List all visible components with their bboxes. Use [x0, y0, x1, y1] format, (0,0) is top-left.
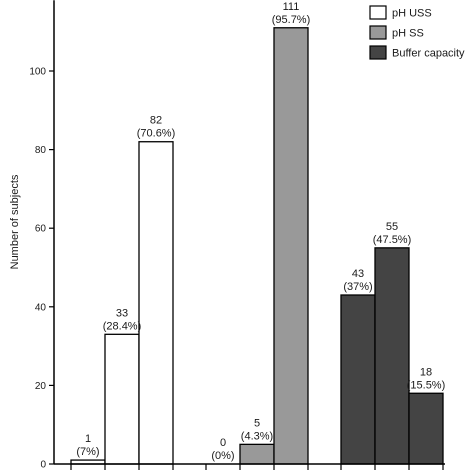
- data-label-percent: (37%): [343, 281, 372, 293]
- bar: [104, 333, 140, 465]
- data-label-count: 0: [220, 437, 226, 449]
- data-label-count: 18: [420, 366, 432, 378]
- y-tick-label: 60: [35, 224, 47, 235]
- x-axis: [54, 463, 445, 470]
- data-label-count: 111: [283, 1, 300, 13]
- data-label-percent: (0%): [211, 450, 234, 462]
- y-tick-label: 40: [35, 302, 47, 313]
- data-label-percent: (7%): [76, 446, 99, 458]
- data-label-count: 1: [85, 433, 91, 445]
- bar: [408, 392, 444, 465]
- y-axis: 0 20 40 60 80 100: [29, 0, 55, 471]
- y-tick-label: 20: [35, 381, 47, 392]
- bar: [340, 294, 376, 465]
- data-label-percent: (47.5%): [373, 234, 412, 246]
- legend-label: pH SS: [392, 28, 424, 40]
- legend-label: Buffer capacity: [392, 48, 465, 60]
- data-label-count: 43: [352, 268, 364, 280]
- data-label-count: 5: [254, 417, 260, 429]
- legend: pH USS pH SS Buffer capacity: [369, 5, 465, 60]
- data-label-percent: (15.5%): [407, 379, 446, 391]
- data-label-percent: (95.7%): [272, 14, 311, 26]
- bar: [138, 141, 174, 465]
- data-label-count: 55: [386, 221, 398, 233]
- data-label-count: 33: [116, 307, 128, 319]
- y-tick-label: 80: [35, 145, 47, 156]
- data-label-percent: (70.6%): [137, 128, 176, 140]
- data-labels: 1(7%) 33(28.4%) 82(70.6%) 0(0%) 5(4.3%) 111(9…: [76, 1, 445, 462]
- y-axis-title: Number of subjects: [9, 174, 21, 269]
- legend-swatch: [369, 5, 387, 20]
- bar: [239, 443, 275, 465]
- data-label-percent: (4.3%): [241, 430, 273, 442]
- bar: [273, 27, 309, 465]
- data-label-count: 82: [150, 115, 162, 127]
- legend-label: pH USS: [392, 8, 432, 20]
- y-tick-label: 100: [29, 67, 46, 78]
- y-tick-label: 0: [40, 460, 46, 471]
- bars: [70, 27, 444, 465]
- legend-swatch: [369, 25, 387, 40]
- bar: [374, 247, 410, 465]
- data-label-percent: (28.4%): [103, 320, 142, 332]
- legend-swatch: [369, 45, 387, 60]
